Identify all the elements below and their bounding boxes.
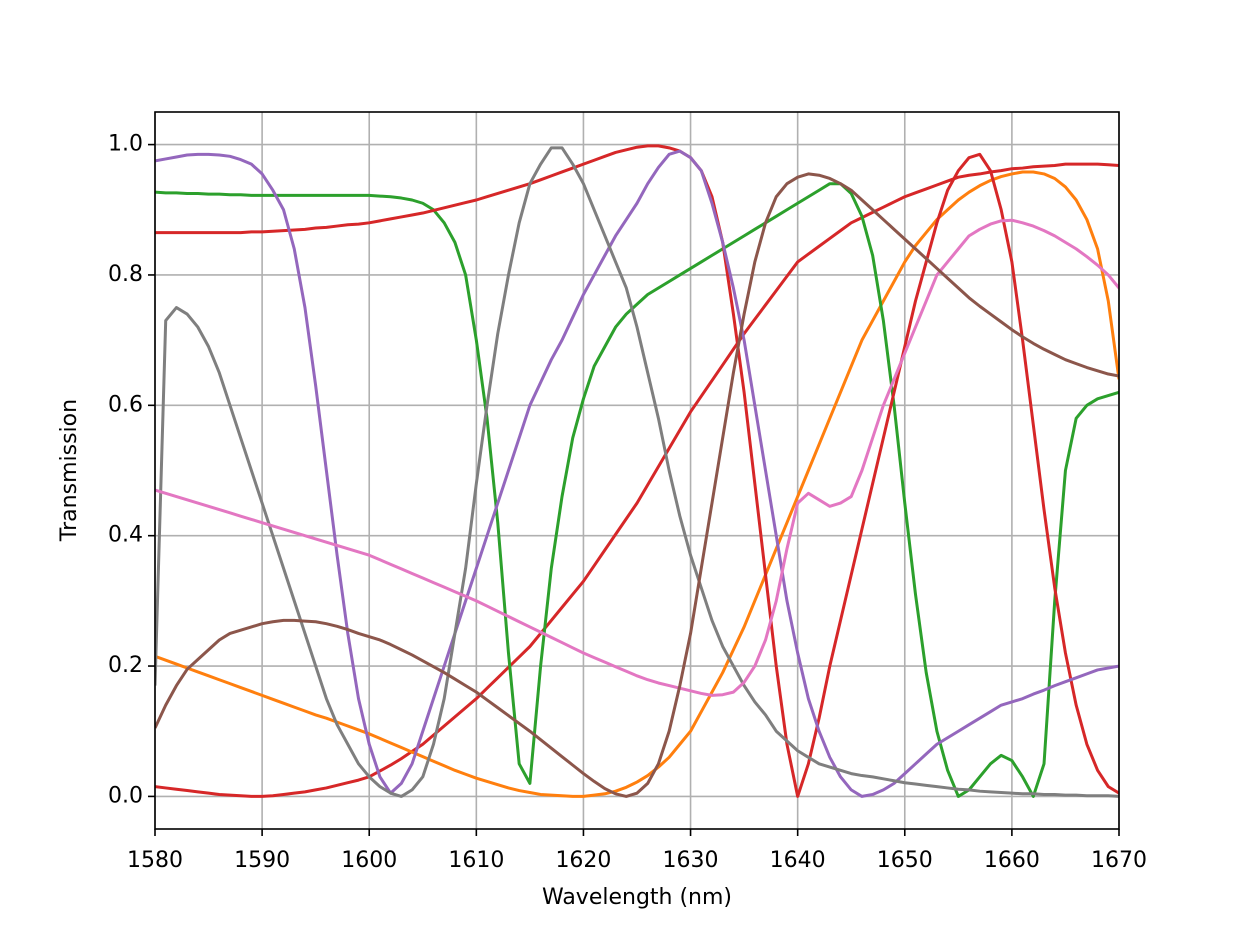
x-tick-label: 1590 xyxy=(234,848,290,873)
x-tick-label: 1640 xyxy=(770,848,826,873)
x-tick-label: 1630 xyxy=(663,848,719,873)
y-tick-label: 0.4 xyxy=(108,523,143,548)
x-tick-label: 1580 xyxy=(127,848,183,873)
y-axis-label: Transmission xyxy=(57,399,82,542)
x-tick-label: 1650 xyxy=(877,848,933,873)
x-tick-label: 1670 xyxy=(1091,848,1147,873)
x-tick-label: 1600 xyxy=(341,848,397,873)
y-tick-label: 0.2 xyxy=(108,653,143,678)
axes-frame xyxy=(154,111,1120,830)
y-tick-label: 0.8 xyxy=(108,262,143,287)
y-tick-label: 1.0 xyxy=(108,132,143,157)
x-axis-label: Wavelength (nm) xyxy=(542,885,732,910)
series-line xyxy=(155,170,1119,798)
x-tick-label: 1620 xyxy=(555,848,611,873)
series-line xyxy=(155,218,1119,697)
series-line xyxy=(155,146,1119,798)
series-line xyxy=(155,144,1119,798)
x-tick-label: 1660 xyxy=(984,848,1040,873)
x-tick-label: 1610 xyxy=(448,848,504,873)
series-line xyxy=(155,162,1119,798)
series-line xyxy=(155,149,1119,798)
series-line xyxy=(155,172,1119,798)
plot-area xyxy=(155,144,1119,798)
y-tick-label: 0.0 xyxy=(108,783,143,808)
series-line xyxy=(155,182,1119,798)
y-tick-label: 0.6 xyxy=(108,392,143,417)
